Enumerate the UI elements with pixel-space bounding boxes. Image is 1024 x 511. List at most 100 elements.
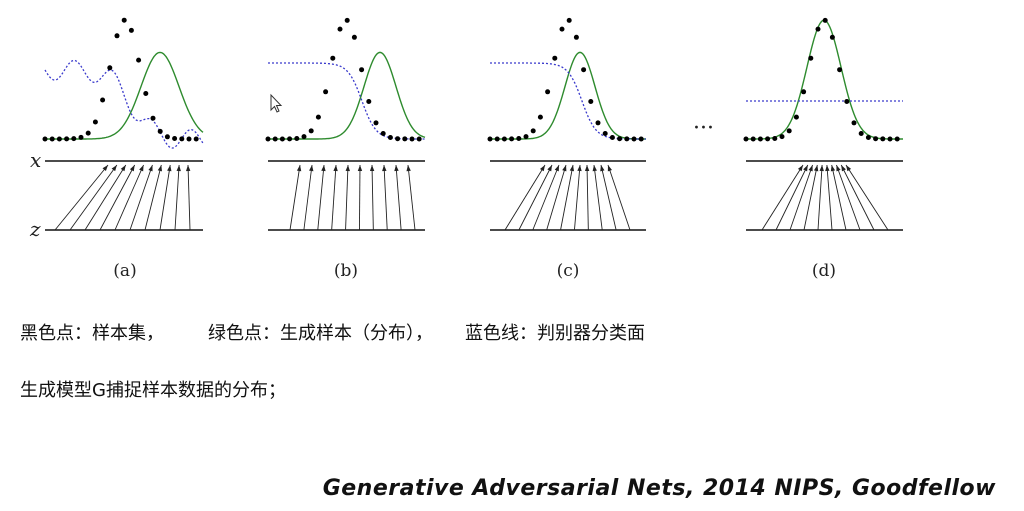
data-dot — [559, 26, 565, 32]
data-dot — [588, 99, 594, 104]
data-dot — [49, 136, 55, 142]
arrow-head — [321, 165, 326, 172]
data-dot — [179, 136, 185, 142]
data-dot — [186, 136, 192, 142]
mapping-arrow — [144, 164, 162, 231]
mapping-arrow — [407, 164, 416, 231]
data-dot — [64, 136, 70, 142]
data-dot — [894, 136, 900, 142]
data-dot — [566, 17, 572, 23]
arrow-head — [167, 165, 172, 172]
mapping-arrow — [84, 164, 127, 231]
panel-label: (c) — [557, 261, 580, 281]
legend-generated-samples: 绿色点：生成样本（分布）， — [208, 323, 433, 344]
discriminator-boundary-line — [268, 62, 425, 140]
data-dot — [837, 67, 843, 73]
arrow-head — [592, 165, 597, 172]
panel-d: (d) — [743, 17, 903, 281]
data-dot — [772, 136, 778, 141]
data-dot — [92, 119, 98, 125]
mapping-arrow — [532, 164, 560, 231]
mapping-arrow — [54, 164, 109, 231]
arrow-head — [382, 165, 387, 172]
data-dot — [545, 89, 551, 95]
data-dot — [121, 17, 127, 23]
data-dot — [294, 136, 300, 141]
data-dot — [380, 131, 386, 136]
mapping-arrows — [761, 164, 889, 231]
data-dot — [172, 136, 178, 141]
mapping-arrow — [114, 164, 144, 231]
arrow-head — [309, 165, 314, 172]
arrow-head — [369, 165, 375, 172]
arrow-head — [554, 165, 559, 172]
data-dot — [858, 131, 864, 136]
panel-label: (a) — [113, 261, 136, 281]
mapping-arrow — [817, 164, 823, 231]
arrow-head — [841, 165, 846, 172]
data-dot — [164, 134, 170, 140]
mapping-arrows — [504, 164, 631, 231]
mapping-arrow — [345, 164, 349, 231]
mapping-arrow — [789, 164, 813, 231]
data-dot — [337, 26, 343, 32]
data-dot — [595, 120, 601, 126]
axis-x-label: x — [30, 148, 41, 172]
arrow-head — [406, 165, 411, 172]
data-dot — [395, 136, 401, 142]
data-dot — [801, 89, 807, 95]
mapping-arrow — [187, 164, 191, 231]
data-dot — [344, 17, 350, 23]
data-dot — [880, 136, 886, 142]
panel-b: (b) — [265, 17, 426, 281]
data-dot — [193, 136, 199, 142]
data-dot — [301, 134, 307, 140]
arrow-head — [846, 165, 852, 172]
data-dot — [128, 27, 134, 33]
data-dot — [638, 136, 644, 142]
data-dot — [844, 99, 850, 104]
data-dot — [71, 136, 77, 142]
data-dot — [793, 114, 799, 120]
data-dot — [829, 34, 835, 40]
data-dot — [287, 136, 293, 142]
generator-distribution-curve — [746, 19, 903, 140]
data-dot — [537, 114, 543, 120]
data-dot — [351, 34, 357, 40]
data-dot — [523, 134, 529, 140]
mapping-arrow — [69, 164, 118, 231]
data-dot — [624, 136, 630, 142]
mapping-arrow — [600, 164, 617, 231]
arrow-head — [584, 165, 590, 172]
discriminator-boundary-line — [490, 62, 646, 140]
mapping-arrow — [840, 164, 875, 231]
mapping-arrow — [303, 164, 313, 231]
data-dot — [750, 136, 756, 142]
arrow-head — [148, 165, 153, 172]
data-dot — [779, 134, 785, 140]
arrow-head — [120, 165, 126, 172]
mapping-arrow — [289, 164, 301, 231]
arrow-head — [139, 165, 144, 172]
arrow-head — [819, 165, 824, 172]
arrow-head — [357, 165, 363, 172]
arrow-head — [333, 165, 338, 172]
data-dot — [865, 135, 871, 140]
data-dot — [416, 136, 422, 142]
mapping-arrow — [546, 164, 567, 231]
generator-distribution-curve — [490, 51, 646, 140]
generator-distribution-curve — [268, 51, 426, 140]
data-dot — [150, 115, 156, 121]
arrow-head — [830, 165, 836, 172]
data-dot — [114, 33, 120, 39]
data-dot — [494, 136, 500, 142]
data-dot — [573, 34, 579, 40]
data-dot — [100, 97, 106, 103]
data-dot — [516, 136, 522, 141]
panels: (a) (b) (c) (d) — [42, 17, 903, 281]
mapping-arrow — [586, 164, 589, 231]
data-dot — [808, 55, 814, 61]
mapping-arrow — [317, 164, 325, 231]
data-dot — [509, 136, 515, 142]
data-dot — [157, 128, 163, 134]
